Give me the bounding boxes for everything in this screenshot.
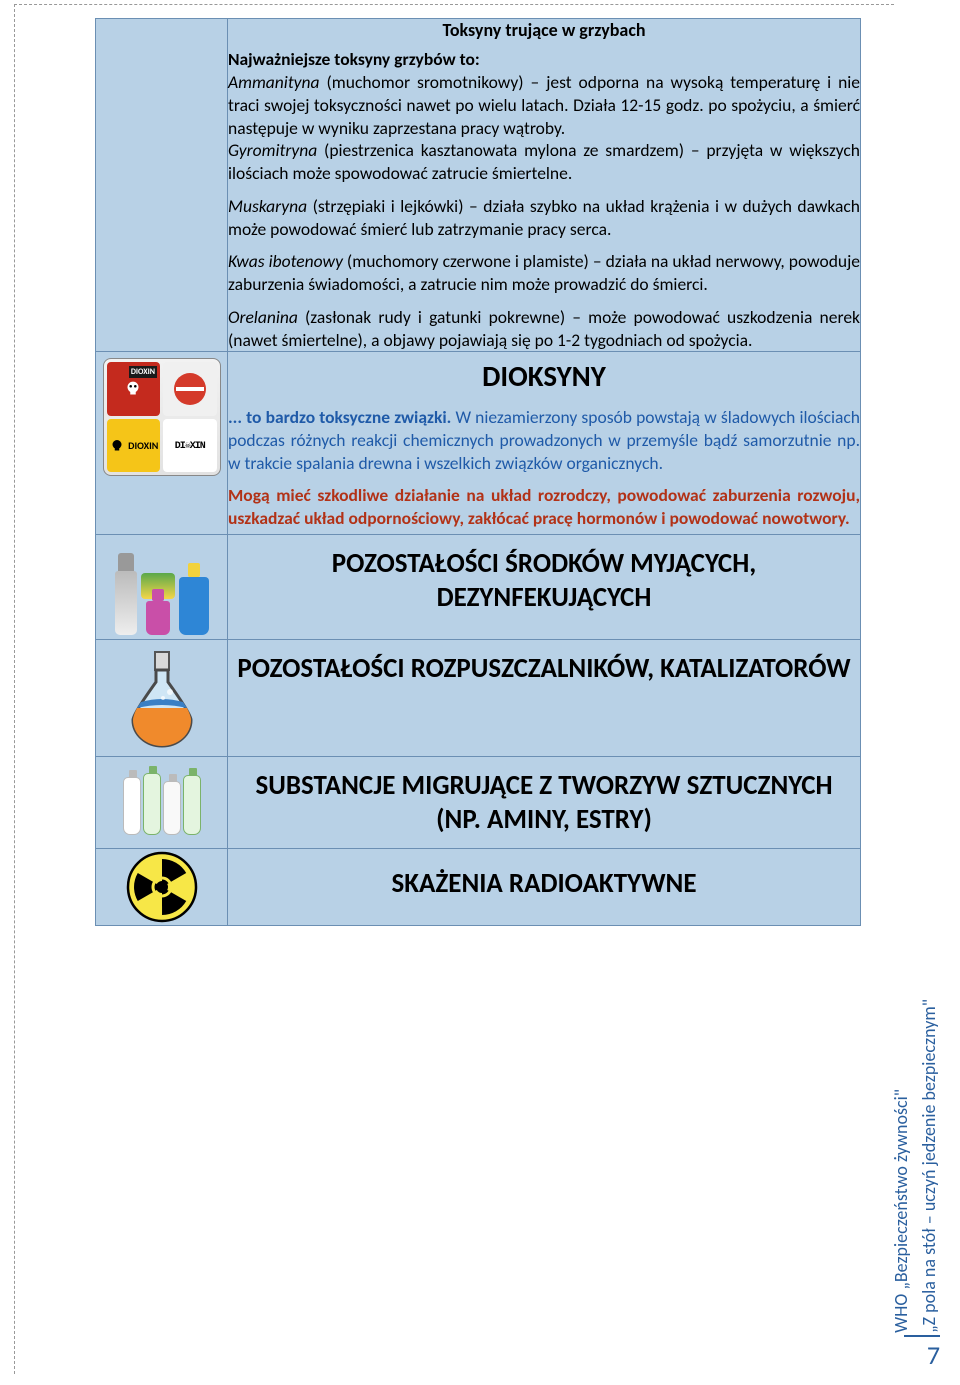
bottles-icon-cell <box>96 756 228 849</box>
section-heading: DIOKSYNY <box>228 352 860 406</box>
toxin-name: Ammanityna <box>228 71 320 93</box>
section-heading: SUBSTANCJE MIGRUJĄCE Z TWORZYW SZTUCZNYC… <box>228 757 860 849</box>
cleaning-icon-cell <box>96 534 228 639</box>
stop-icon <box>170 369 210 409</box>
table-row: SKAŻENIA RADIOAKTYWNE <box>96 849 861 926</box>
radiation-icon <box>126 851 198 923</box>
toxin-name: Orelanina <box>228 306 298 328</box>
toxin-name: Kwas ibotenowy <box>228 250 343 272</box>
red-warning-text: Mogą mieć szkodliwe działanie na układ r… <box>228 484 860 530</box>
toxin-desc: (zasłonak rudy i gatunki pokrewne) – moż… <box>228 306 860 351</box>
table-row: Toksyny trujące w grzybach Najważniejsze… <box>96 19 861 352</box>
pink-bottle-icon <box>146 601 170 635</box>
heading-cell: POZOSTAŁOŚCI ŚRODKÓW MYJĄCYCH, DEZYNFEKU… <box>228 534 861 639</box>
main-content: Toksyny trujące w grzybach Najważniejsze… <box>95 18 861 926</box>
paragraph: Kwas ibotenowy (muchomory czerwone i pla… <box>228 250 860 296</box>
heading-cell: POZOSTAŁOŚCI ROZPUSZCZALNIKÓW, KATALIZAT… <box>228 639 861 756</box>
dioxin-label: DIOXIN <box>128 439 158 452</box>
lead-text: Najważniejsze toksyny grzybów to: <box>228 48 480 70</box>
table-row: POZOSTAŁOŚCI ROZPUSZCZALNIKÓW, KATALIZAT… <box>96 639 861 756</box>
dioksyny-text-cell: DIOKSYNY ... to bardzo toksyczne związki… <box>228 352 861 534</box>
dioxin-text-label: DI☠XIN <box>163 419 217 473</box>
radiation-icon-cell <box>96 849 228 926</box>
section-heading: POZOSTAŁOŚCI ROZPUSZCZALNIKÓW, KATALIZAT… <box>228 640 860 698</box>
toxin-name: Gyromitryna <box>228 139 317 161</box>
bottle-icon <box>163 781 181 835</box>
flask-icon-cell <box>96 639 228 756</box>
table-row: POZOSTAŁOŚCI ŚRODKÓW MYJĄCYCH, DEZYNFEKU… <box>96 534 861 639</box>
paragraph: Orelanina (zasłonak rudy i gatunki pokre… <box>228 306 860 352</box>
icon-cell-empty <box>96 19 228 352</box>
lead-bold-blue: ... to bardzo toksyczne związki. <box>228 406 451 428</box>
skull-icon <box>108 437 126 455</box>
info-table: Toksyny trujące w grzybach Najważniejsze… <box>95 18 861 926</box>
bottle-icon <box>183 775 201 835</box>
toksyny-text-cell: Toksyny trujące w grzybach Najważniejsze… <box>228 19 861 352</box>
dioxin-red-triangle: DIOXIN <box>107 362 161 416</box>
spray-bottle-icon <box>115 571 137 635</box>
side-line-2: „Z pola na stół – uczyń jedzenie bezpiec… <box>918 999 940 1333</box>
dioxin-label: DIOXIN <box>129 366 157 378</box>
toxin-name: Muskaryna <box>228 195 307 217</box>
toxin-desc: (muchomor sromotnikowy) – jest odporna n… <box>228 71 860 139</box>
table-row: DIOXIN DIOXIN DI☠XIN DIOKSYNY ... to bar… <box>96 352 861 534</box>
skull-icon <box>122 378 144 400</box>
dioxin-warning-icon: DIOXIN DIOXIN DI☠XIN <box>103 358 221 476</box>
section-heading: POZOSTAŁOŚCI ŚRODKÓW MYJĄCYCH, DEZYNFEKU… <box>228 535 860 627</box>
dioxin-icon-cell: DIOXIN DIOXIN DI☠XIN <box>96 352 228 534</box>
side-line-1: WHO „Bezpieczeństwo żywności" <box>890 999 912 1333</box>
section-title: Toksyny trujące w grzybach <box>228 19 860 42</box>
bottle-icon <box>123 777 141 835</box>
flask-icon <box>116 642 208 754</box>
paragraph: Muskaryna (strzępiaki i lejkówki) – dzia… <box>228 195 860 241</box>
cleaning-products-icon <box>103 539 221 635</box>
detergent-bottle-icon <box>179 577 209 635</box>
dioxin-stop-sign <box>163 362 217 416</box>
paragraph: Najważniejsze toksyny grzybów to: Ammani… <box>228 48 860 185</box>
page-number: 7 <box>904 1335 940 1371</box>
section-heading: SKAŻENIA RADIOAKTYWNE <box>228 849 860 919</box>
bottle-icon <box>143 773 161 835</box>
toxin-desc: (piestrzenica kasztanowata mylona ze sma… <box>228 139 860 184</box>
heading-cell: SKAŻENIA RADIOAKTYWNE <box>228 849 861 926</box>
table-row: SUBSTANCJE MIGRUJĄCE Z TWORZYW SZTUCZNYC… <box>96 756 861 849</box>
paragraph: ... to bardzo toksyczne związki. W nieza… <box>228 406 860 474</box>
plastic-bottles-icon <box>114 757 210 835</box>
dioxin-yellow-label: DIOXIN <box>107 419 161 473</box>
heading-cell: SUBSTANCJE MIGRUJĄCE Z TWORZYW SZTUCZNYC… <box>228 756 861 849</box>
toxin-desc: (strzępiaki i lejkówki) – działa szybko … <box>228 195 860 240</box>
side-vertical-caption: WHO „Bezpieczeństwo żywności" „Z pola na… <box>890 999 940 1333</box>
